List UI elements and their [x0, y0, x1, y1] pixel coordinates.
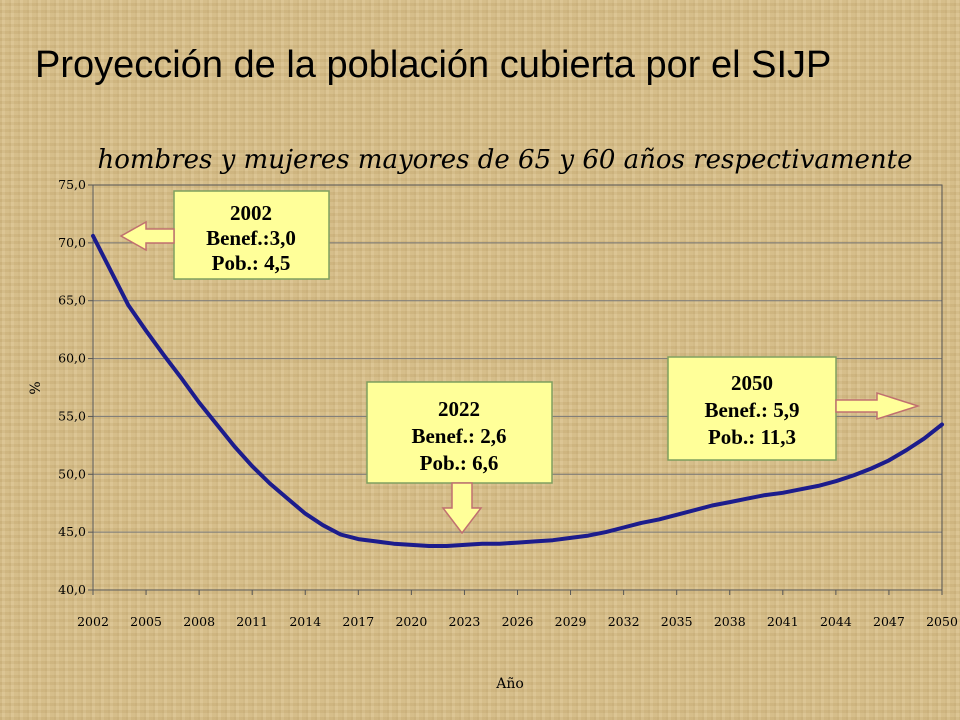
annotation-year: 2022 [438, 397, 480, 421]
y-tick-label: 55,0 [58, 408, 86, 423]
x-tick-label: 2032 [608, 614, 640, 629]
x-tick-label: 2014 [289, 614, 321, 629]
x-tick-label: 2017 [342, 614, 374, 629]
y-axis: 40,0 45,0 50,0 55,0 60,0 65,0 70,0 75,0 [58, 177, 93, 597]
y-axis-label: % [28, 381, 44, 394]
slide-title: Proyección de la población cubierta por … [35, 44, 832, 86]
x-tick-label: 2038 [714, 614, 746, 629]
annotation-2022: 2022 Benef.: 2,6 Pob.: 6,6 [366, 381, 553, 535]
chart-subtitle: hombres y mujeres mayores de 65 y 60 año… [97, 145, 912, 175]
annotation-box [667, 356, 837, 461]
x-tick-label: 2047 [873, 614, 905, 629]
annotation-2050: 2050 Benef.: 5,9 Pob.: 11,3 [667, 356, 921, 461]
x-tick-label: 2050 [926, 614, 958, 629]
annotation-year: 2050 [731, 371, 773, 395]
annotation-year: 2002 [230, 201, 272, 225]
x-tick-label: 2041 [767, 614, 799, 629]
right-arrow-icon [835, 391, 921, 421]
y-tick-label: 40,0 [58, 582, 86, 597]
annotation-pob: Pob.: 6,6 [420, 451, 499, 475]
annotation-2002: 2002 Benef.:3,0 Pob.: 4,5 [119, 190, 330, 280]
annotation-benef: Benef.: 2,6 [411, 424, 506, 448]
x-tick-label: 2002 [77, 614, 109, 629]
y-tick-label: 45,0 [58, 524, 86, 539]
x-tick-label: 2029 [555, 614, 587, 629]
x-axis: 2002 2005 2008 2011 2014 2017 2020 2023 2026 2029… [77, 590, 958, 629]
left-arrow-icon [119, 220, 175, 252]
x-tick-label: 2035 [661, 614, 693, 629]
x-tick-label: 2011 [236, 614, 268, 629]
x-tick-label: 2020 [395, 614, 427, 629]
x-tick-label: 2026 [502, 614, 534, 629]
x-tick-label: 2005 [130, 614, 162, 629]
y-tick-label: 65,0 [58, 293, 86, 308]
y-tick-label: 75,0 [58, 177, 86, 192]
x-tick-label: 2008 [183, 614, 215, 629]
x-axis-label: Año [495, 676, 524, 692]
annotation-benef: Benef.:3,0 [206, 226, 296, 250]
annotation-pob: Pob.: 4,5 [212, 251, 291, 275]
down-arrow-icon [441, 482, 483, 535]
series-line [91, 233, 944, 548]
y-tick-label: 70,0 [58, 235, 86, 250]
annotation-benef: Benef.: 5,9 [704, 398, 799, 422]
y-tick-label: 60,0 [58, 351, 86, 366]
annotation-box [173, 190, 330, 280]
annotation-pob: Pob.: 11,3 [708, 425, 796, 449]
x-tick-label: 2023 [449, 614, 481, 629]
y-tick-label: 50,0 [58, 466, 86, 481]
x-tick-label: 2044 [820, 614, 852, 629]
